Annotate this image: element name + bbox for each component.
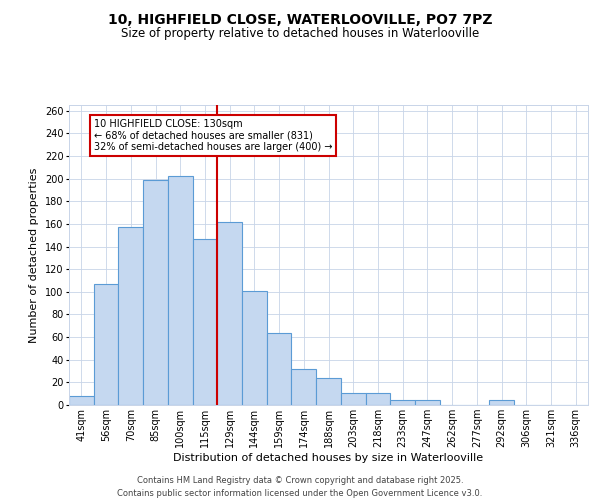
Y-axis label: Number of detached properties: Number of detached properties	[29, 168, 39, 342]
Text: 10 HIGHFIELD CLOSE: 130sqm
← 68% of detached houses are smaller (831)
32% of sem: 10 HIGHFIELD CLOSE: 130sqm ← 68% of deta…	[94, 118, 332, 152]
Bar	[365, 392, 390, 405]
Bar	[415, 400, 440, 405]
Bar	[168, 176, 193, 405]
Bar	[242, 290, 267, 405]
Bar	[118, 228, 143, 405]
Bar	[143, 180, 168, 405]
Bar	[69, 396, 94, 405]
Bar	[341, 392, 365, 405]
Bar	[316, 378, 341, 405]
Bar	[193, 238, 217, 405]
X-axis label: Distribution of detached houses by size in Waterlooville: Distribution of detached houses by size …	[173, 453, 484, 463]
Bar	[390, 400, 415, 405]
Text: Size of property relative to detached houses in Waterlooville: Size of property relative to detached ho…	[121, 28, 479, 40]
Bar	[94, 284, 118, 405]
Text: 10, HIGHFIELD CLOSE, WATERLOOVILLE, PO7 7PZ: 10, HIGHFIELD CLOSE, WATERLOOVILLE, PO7 …	[108, 12, 492, 26]
Text: Contains HM Land Registry data © Crown copyright and database right 2025.
Contai: Contains HM Land Registry data © Crown c…	[118, 476, 482, 498]
Bar	[217, 222, 242, 405]
Bar	[489, 400, 514, 405]
Bar	[292, 369, 316, 405]
Bar	[267, 332, 292, 405]
